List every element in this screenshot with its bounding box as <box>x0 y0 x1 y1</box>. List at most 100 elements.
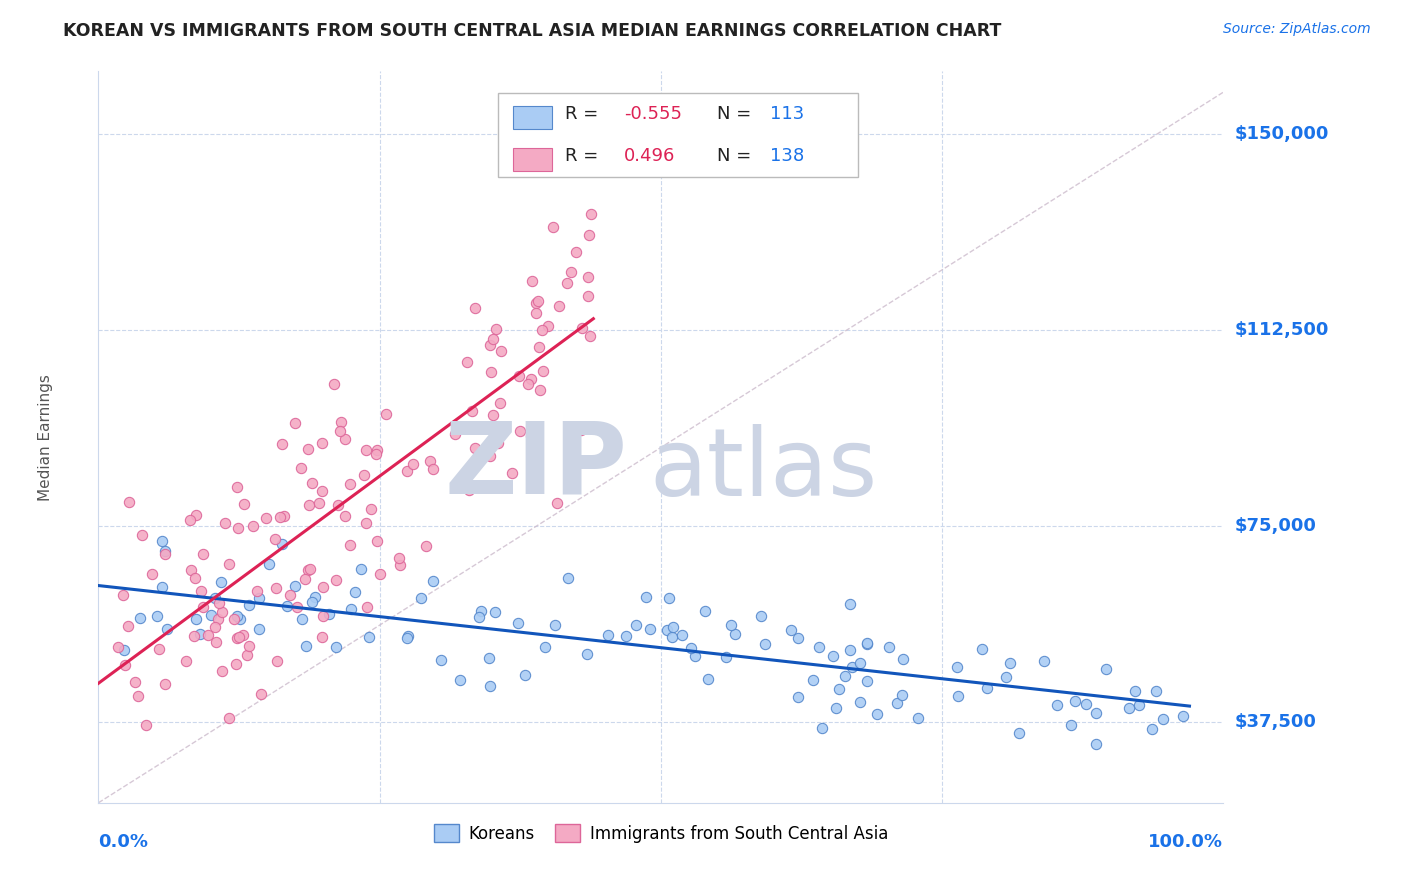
Point <box>205 635 228 649</box>
Point <box>751 609 773 624</box>
Point <box>285 599 308 614</box>
Point <box>297 563 319 577</box>
Point <box>449 673 471 688</box>
Point <box>211 665 233 679</box>
Point <box>207 611 229 625</box>
Point <box>257 557 280 571</box>
Point <box>866 707 889 722</box>
FancyBboxPatch shape <box>513 105 551 129</box>
Point <box>225 479 247 493</box>
Point <box>357 630 380 644</box>
Point <box>179 513 201 527</box>
Point <box>135 717 157 731</box>
Point <box>838 643 860 657</box>
Text: $112,500: $112,500 <box>1234 321 1329 339</box>
Point <box>657 623 679 637</box>
Point <box>834 668 856 682</box>
Point <box>233 497 256 511</box>
Point <box>481 332 503 346</box>
Point <box>190 584 212 599</box>
Point <box>127 689 149 703</box>
Text: -0.555: -0.555 <box>624 105 682 123</box>
Point <box>118 495 141 509</box>
Point <box>339 476 361 491</box>
Point <box>297 498 319 512</box>
Point <box>247 591 270 605</box>
Point <box>998 656 1021 670</box>
Point <box>356 516 378 530</box>
Point <box>543 219 565 234</box>
Point <box>330 415 353 429</box>
Point <box>557 571 579 585</box>
Point <box>156 622 179 636</box>
Point <box>124 675 146 690</box>
Point <box>515 668 537 682</box>
Point <box>1128 698 1150 712</box>
Point <box>366 447 388 461</box>
Point <box>890 688 912 702</box>
Point <box>697 672 720 686</box>
Point <box>325 573 347 587</box>
Point <box>266 654 288 668</box>
Point <box>509 424 531 438</box>
Point <box>658 591 681 606</box>
Point <box>576 270 599 285</box>
Point <box>211 605 233 619</box>
Point <box>1008 725 1031 739</box>
Point <box>339 539 361 553</box>
Point <box>232 628 254 642</box>
Point <box>578 228 600 243</box>
Point <box>877 640 900 654</box>
Point <box>311 631 333 645</box>
Point <box>208 596 231 610</box>
Point <box>683 649 706 664</box>
Point <box>714 650 737 665</box>
Text: ZIP: ZIP <box>444 417 627 515</box>
Point <box>464 301 486 315</box>
Point <box>112 588 135 602</box>
Point <box>226 631 249 645</box>
Point <box>225 609 247 624</box>
Point <box>491 343 513 358</box>
Point <box>529 384 551 398</box>
Text: $75,000: $75,000 <box>1234 516 1316 535</box>
Point <box>186 508 208 522</box>
Point <box>271 537 294 551</box>
Point <box>456 355 478 369</box>
Point <box>340 601 363 615</box>
Point <box>284 579 307 593</box>
Point <box>479 337 502 351</box>
Point <box>295 639 318 653</box>
Point <box>114 657 136 672</box>
Point <box>304 590 326 604</box>
Point <box>273 509 295 524</box>
Legend: Koreans, Immigrants from South Central Asia: Koreans, Immigrants from South Central A… <box>427 818 894 849</box>
Text: R =: R = <box>565 147 610 165</box>
Point <box>1152 712 1174 726</box>
Point <box>153 544 176 558</box>
Point <box>254 511 277 525</box>
Point <box>269 509 291 524</box>
Point <box>1063 694 1085 708</box>
Point <box>995 670 1018 684</box>
Point <box>366 443 388 458</box>
Point <box>811 721 834 735</box>
Point <box>214 516 236 531</box>
Point <box>301 475 323 490</box>
Point <box>284 417 307 431</box>
Point <box>193 600 215 615</box>
Point <box>479 365 502 379</box>
Text: R =: R = <box>565 105 605 123</box>
Point <box>388 551 411 566</box>
Point <box>823 649 845 664</box>
Point <box>153 547 176 561</box>
Point <box>184 571 207 585</box>
Point <box>596 628 619 642</box>
Point <box>636 591 658 605</box>
Text: N =: N = <box>717 147 756 165</box>
Text: atlas: atlas <box>650 424 877 516</box>
Point <box>402 457 425 471</box>
Point <box>970 641 993 656</box>
Point <box>291 611 314 625</box>
Point <box>803 673 825 687</box>
